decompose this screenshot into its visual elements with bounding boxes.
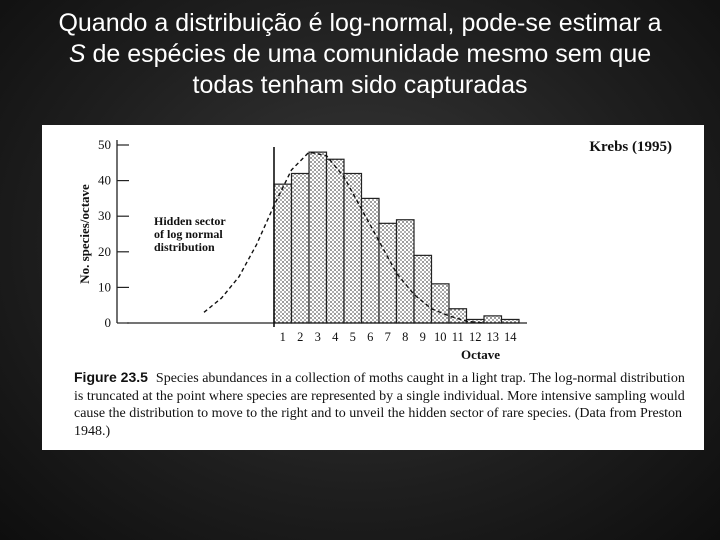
histogram-bar — [395, 219, 415, 324]
hidden-sector-label: Hidden sector — [154, 214, 226, 228]
histogram-bar — [290, 172, 310, 324]
figure-panel: 0 10 20 30 40 50 No. species/octave 1 2 3 4 5 6 7 8 9 10… — [42, 125, 704, 450]
x-tick-label: 2 — [297, 330, 303, 344]
histogram-bar — [448, 308, 468, 324]
title-line-1: Quando a distribuição é log-normal, pode… — [58, 9, 662, 37]
y-tick-label: 0 — [105, 315, 112, 330]
y-tick-label: 30 — [98, 208, 111, 223]
x-tick-label: 12 — [469, 330, 482, 344]
slide-title: Quando a distribuição é log-normal, pode… — [10, 8, 710, 101]
caption-text: Species abundances in a collection of mo… — [74, 371, 685, 439]
x-tick-label: 13 — [487, 330, 500, 344]
x-tick-label: 1 — [280, 330, 286, 344]
histogram-bar — [325, 158, 345, 324]
title-line-2: S de espécies de uma comunidade mesmo se… — [10, 39, 710, 70]
histogram-bar — [308, 151, 328, 324]
x-tick-label: 3 — [315, 330, 321, 344]
x-tick-label: 9 — [420, 330, 426, 344]
x-tick-label: 5 — [350, 330, 356, 344]
x-tick-label: 8 — [402, 330, 408, 344]
x-tick-label: 6 — [367, 330, 373, 344]
x-tick-label: 11 — [452, 330, 464, 344]
x-tick-label: 7 — [385, 330, 391, 344]
title-line-3: todas tenham sido capturadas — [192, 71, 528, 99]
histogram-bar — [413, 254, 433, 324]
x-tick-label: 14 — [504, 330, 517, 344]
hidden-sector-label: distribution — [154, 240, 215, 254]
title-line-2-rest: de espécies de uma comunidade mesmo sem … — [85, 40, 652, 68]
x-axis-label: Octave — [461, 347, 500, 362]
figure-caption: Figure 23.5 Species abundances in a colle… — [74, 369, 694, 440]
hidden-sector-label: of log normal — [154, 227, 223, 241]
histogram-bar — [343, 172, 363, 324]
y-tick-label: 20 — [98, 244, 111, 259]
x-tick-label: 4 — [332, 330, 339, 344]
histogram-bar — [273, 183, 293, 324]
y-tick-label: 50 — [98, 137, 111, 152]
histogram-bar — [360, 197, 380, 324]
log-normal-curve — [203, 151, 485, 324]
histogram-bar — [378, 222, 398, 324]
y-tick-label: 40 — [98, 173, 111, 188]
title-s-italic: S — [68, 40, 86, 68]
y-tick-label: 10 — [98, 279, 111, 294]
histogram-bar — [430, 283, 450, 324]
histogram-bar — [483, 315, 503, 324]
x-tick-label: 10 — [434, 330, 447, 344]
y-axis-label: No. species/octave — [77, 184, 92, 284]
caption-label: Figure 23.5 — [74, 369, 148, 385]
citation: Krebs (1995) — [589, 139, 672, 155]
